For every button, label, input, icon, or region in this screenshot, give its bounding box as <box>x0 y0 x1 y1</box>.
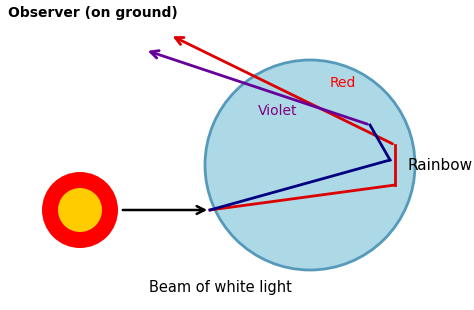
Text: Violet: Violet <box>258 104 298 118</box>
Text: Beam of white light: Beam of white light <box>148 280 292 295</box>
Text: Rainbow: Rainbow <box>408 157 473 172</box>
Circle shape <box>42 172 118 248</box>
Text: Red: Red <box>330 76 356 90</box>
Text: Observer (on ground): Observer (on ground) <box>8 6 178 20</box>
Circle shape <box>205 60 415 270</box>
Circle shape <box>58 188 102 232</box>
